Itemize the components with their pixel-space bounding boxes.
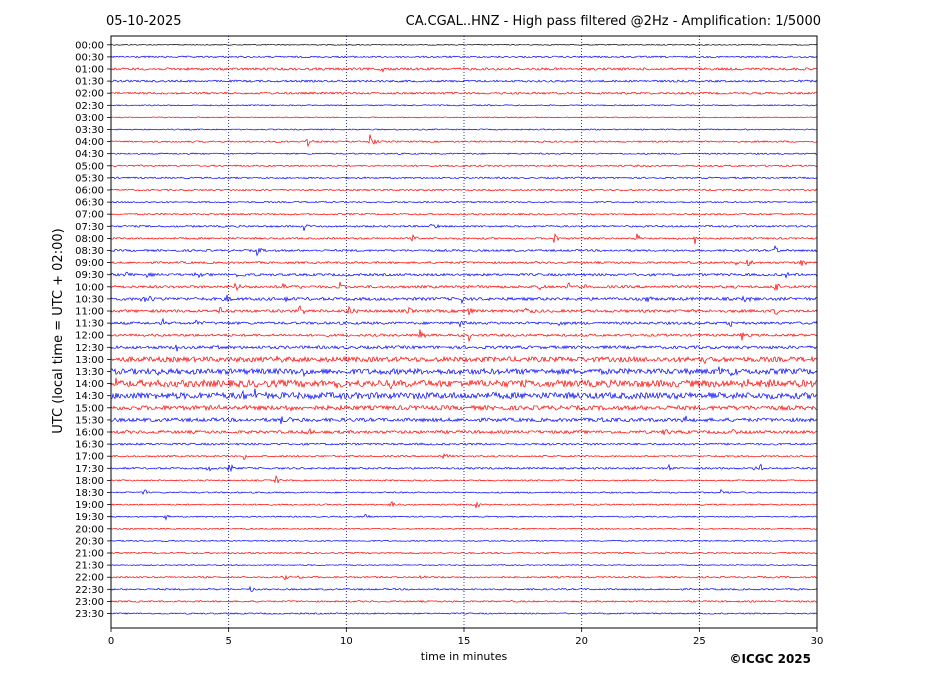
row-label: 20:00 bbox=[75, 524, 104, 535]
row-label: 18:00 bbox=[75, 476, 104, 487]
row-label: 04:30 bbox=[75, 149, 104, 160]
row-label: 17:30 bbox=[75, 464, 104, 475]
row-label: 16:30 bbox=[75, 440, 104, 451]
row-label: 16:00 bbox=[75, 428, 104, 439]
row-label: 23:00 bbox=[75, 597, 104, 608]
row-label: 20:30 bbox=[75, 536, 104, 547]
row-label: 21:00 bbox=[75, 549, 104, 560]
trace-row-1000 bbox=[110, 281, 818, 292]
row-label: 13:00 bbox=[75, 355, 104, 366]
trace-row-2200 bbox=[110, 574, 818, 581]
row-label: 14:00 bbox=[75, 379, 104, 390]
trace-row-2330 bbox=[110, 612, 818, 615]
trace-row-0830 bbox=[110, 244, 818, 257]
y-axis-label: UTC (local time = UTC + 02:00) bbox=[51, 228, 66, 433]
row-label: 01:00 bbox=[75, 65, 104, 76]
row-label: 06:30 bbox=[75, 198, 104, 209]
row-label: 22:00 bbox=[75, 573, 104, 584]
row-label: 07:30 bbox=[75, 222, 104, 233]
x-tick-label: 10 bbox=[340, 636, 353, 647]
row-label: 17:00 bbox=[75, 452, 104, 463]
chart-title: CA.CGAL..HNZ - High pass filtered @2Hz -… bbox=[406, 14, 821, 29]
row-label: 09:00 bbox=[75, 258, 104, 269]
row-label: 02:00 bbox=[75, 89, 104, 100]
x-tick-label: 15 bbox=[458, 636, 471, 647]
x-axis-ticks: 0 5 10 15 20 25 30 bbox=[108, 628, 824, 647]
trace-row-1430 bbox=[110, 388, 818, 401]
row-label: 07:00 bbox=[75, 210, 104, 221]
row-label: 00:00 bbox=[75, 40, 104, 51]
x-tick-label: 20 bbox=[575, 636, 588, 647]
row-label: 06:00 bbox=[75, 186, 104, 197]
row-label: 12:30 bbox=[75, 343, 104, 354]
row-label: 10:30 bbox=[75, 294, 104, 305]
row-label: 21:30 bbox=[75, 561, 104, 572]
row-label: 15:30 bbox=[75, 415, 104, 426]
row-label: 11:00 bbox=[75, 307, 104, 318]
row-label: 18:30 bbox=[75, 488, 104, 499]
trace-row-0900 bbox=[110, 259, 818, 266]
trace-row-1200 bbox=[110, 329, 818, 343]
row-label: 12:00 bbox=[75, 331, 104, 342]
row-label: 02:30 bbox=[75, 101, 104, 112]
x-tick-label: 30 bbox=[811, 636, 824, 647]
row-label: 03:30 bbox=[75, 125, 104, 136]
row-label: 01:30 bbox=[75, 77, 104, 88]
trace-row-1130 bbox=[110, 317, 818, 328]
row-label: 22:30 bbox=[75, 585, 104, 596]
copyright-notice: ©ICGC 2025 bbox=[729, 652, 811, 666]
row-label: 09:30 bbox=[75, 270, 104, 281]
trace-row-0930 bbox=[110, 271, 818, 279]
trace-row-1030 bbox=[110, 294, 818, 305]
trace-row-1930 bbox=[110, 514, 818, 521]
x-axis-label: time in minutes bbox=[421, 650, 508, 663]
plot-frame bbox=[110, 35, 818, 629]
row-label: 14:30 bbox=[75, 391, 104, 402]
trace-row-0630 bbox=[110, 200, 818, 204]
row-label: 10:00 bbox=[75, 282, 104, 293]
row-label: 23:30 bbox=[75, 609, 104, 620]
x-tick-label: 25 bbox=[693, 636, 706, 647]
trace-row-1830 bbox=[110, 488, 818, 495]
row-label: 08:00 bbox=[75, 234, 104, 245]
x-tick-label: 5 bbox=[225, 636, 231, 647]
row-label: 19:30 bbox=[75, 512, 104, 523]
trace-row-2230 bbox=[110, 585, 818, 592]
row-label: 03:00 bbox=[75, 113, 104, 124]
row-label: 11:30 bbox=[75, 319, 104, 330]
row-label: 05:30 bbox=[75, 173, 104, 184]
row-label: 00:30 bbox=[75, 52, 104, 63]
trace-row-1330 bbox=[110, 366, 818, 378]
vertical-gridlines bbox=[228, 36, 700, 628]
row-label: 04:00 bbox=[75, 137, 104, 148]
trace-row-0800 bbox=[110, 232, 818, 245]
row-label: 08:30 bbox=[75, 246, 104, 257]
row-label: 19:00 bbox=[75, 500, 104, 511]
trace-row-0700 bbox=[110, 212, 818, 216]
trace-row-1100 bbox=[110, 305, 818, 316]
row-label: 05:00 bbox=[75, 161, 104, 172]
date-label: 05-10-2025 bbox=[106, 14, 182, 29]
row-label: 15:00 bbox=[75, 403, 104, 414]
trace-row-2300 bbox=[110, 600, 818, 603]
row-label: 13:30 bbox=[75, 367, 104, 378]
x-tick-label: 0 bbox=[108, 636, 114, 647]
